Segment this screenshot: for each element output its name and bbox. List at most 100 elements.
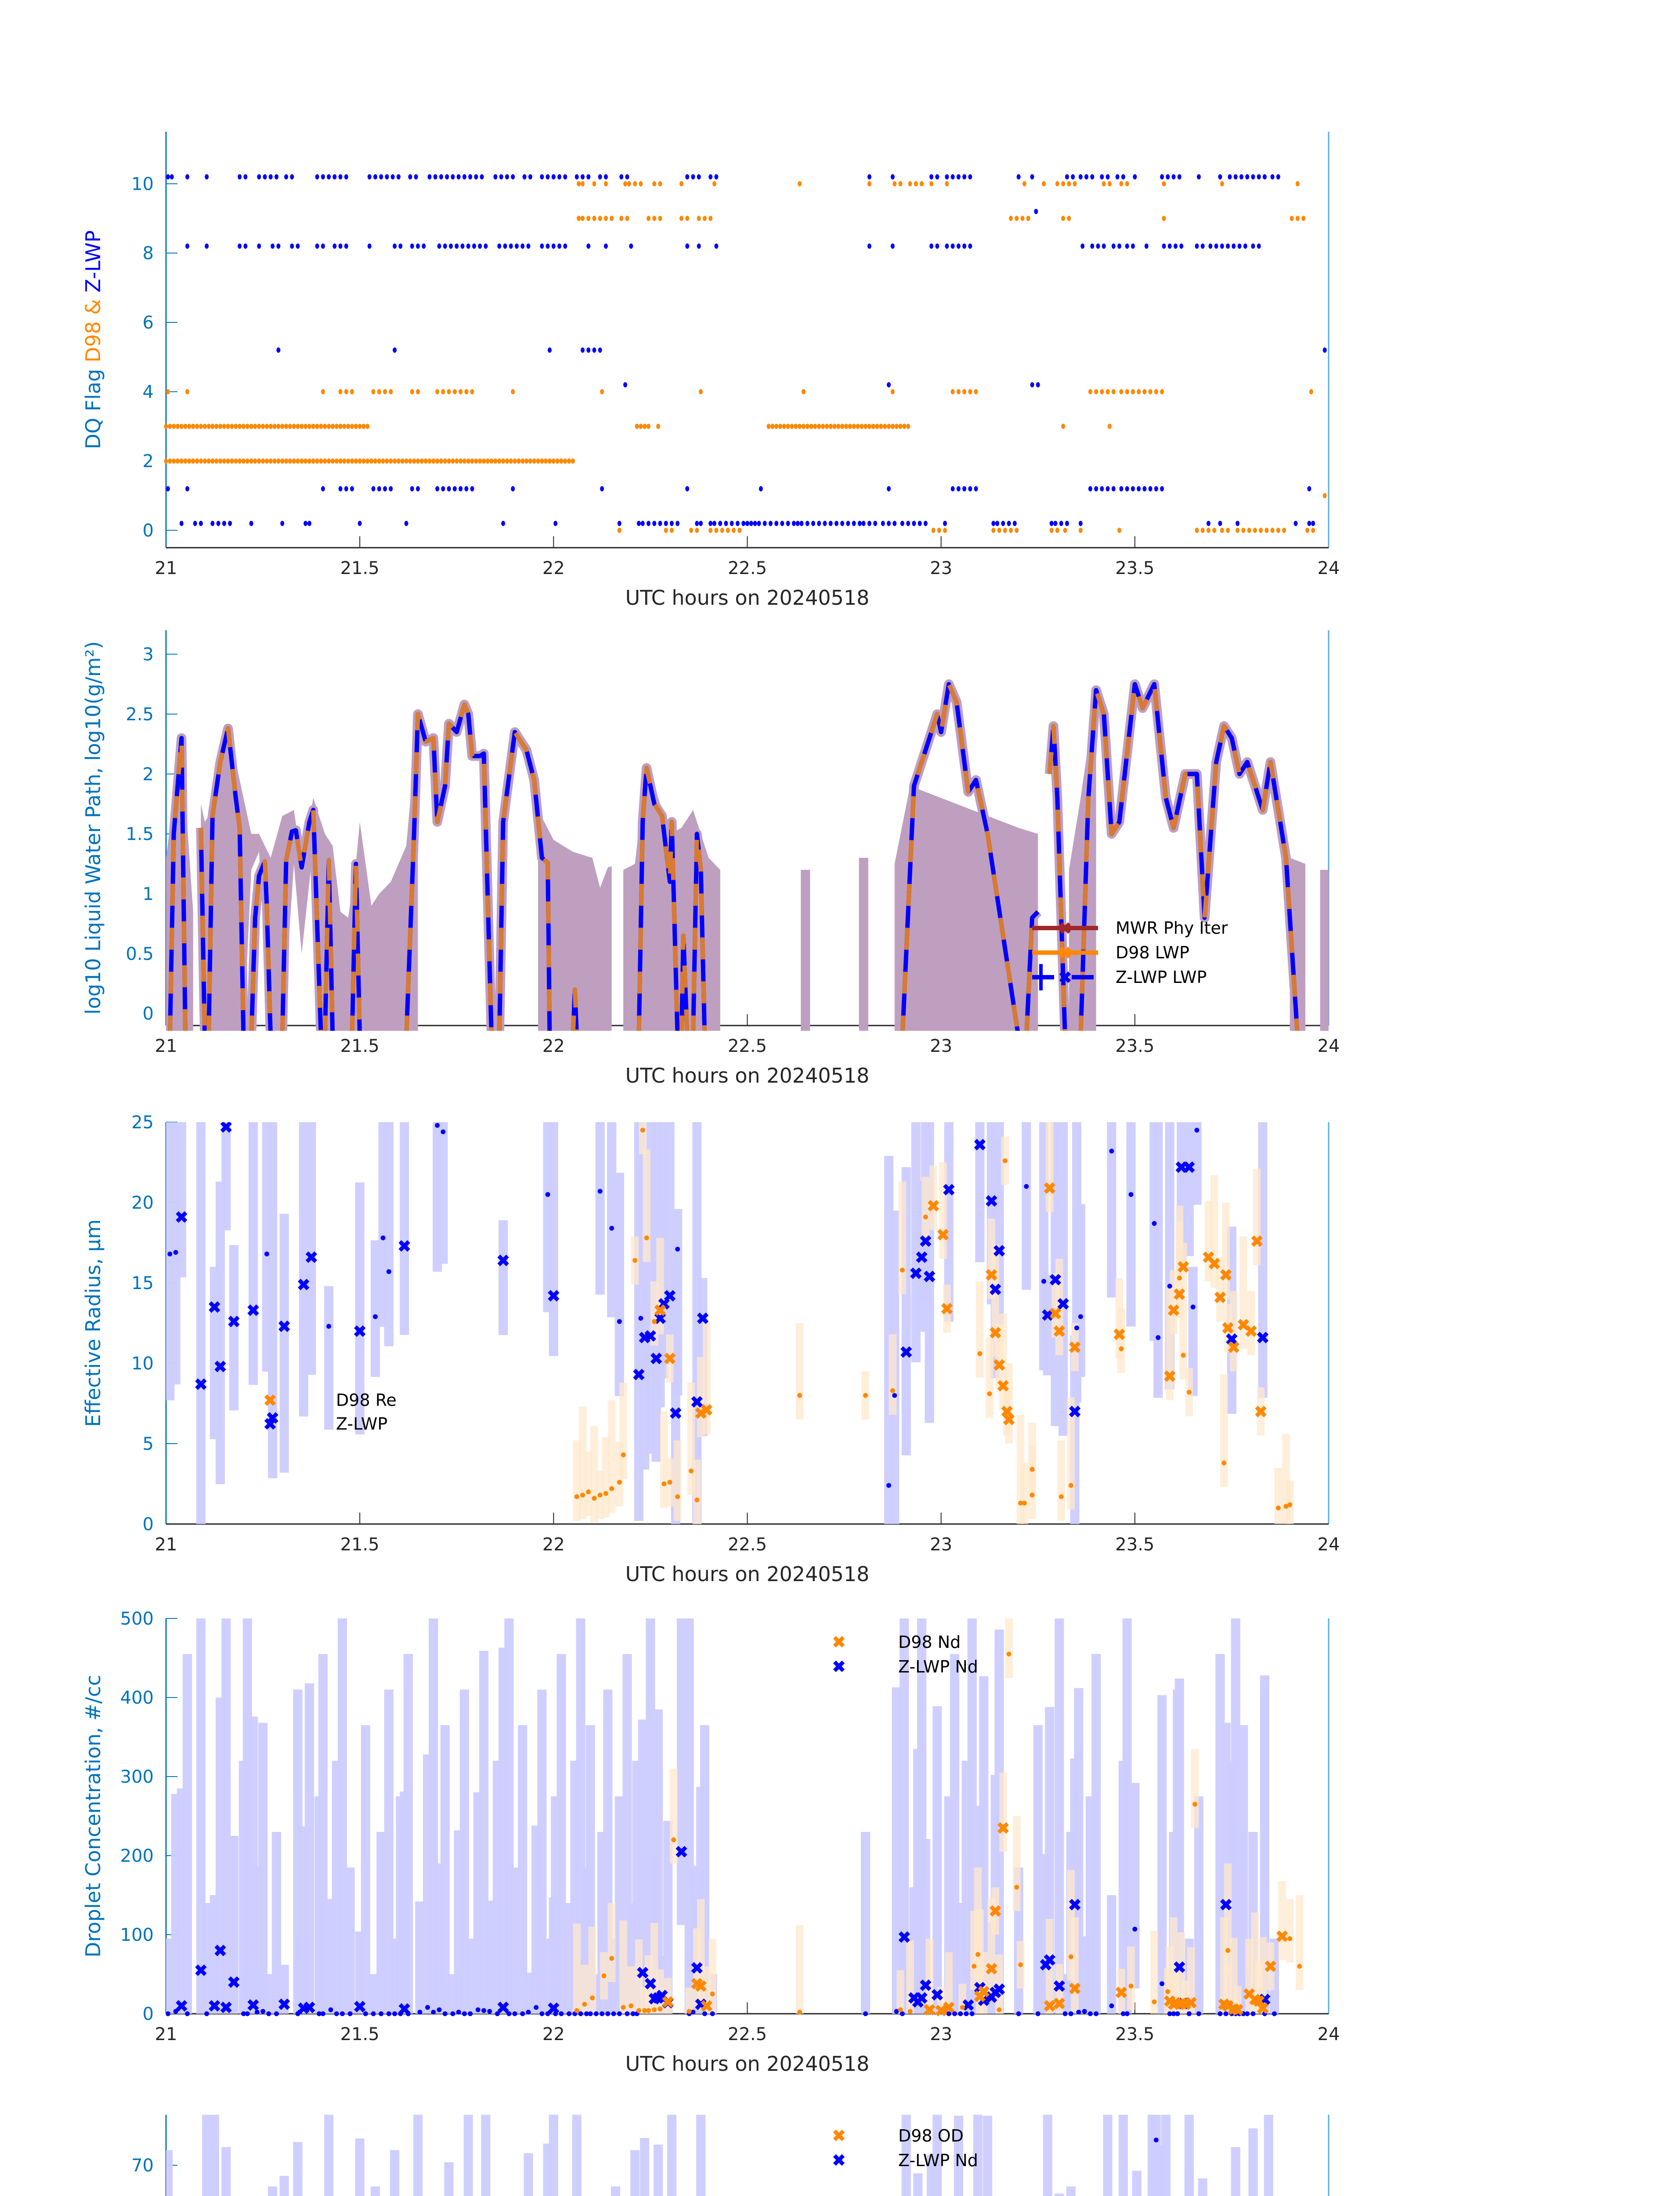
flag-point [342,458,347,464]
x-tick-label: 23.5 [1115,2024,1154,2044]
data-point-dot [1128,1983,1134,1989]
data-point-dot [621,1452,626,1458]
flag-point [603,181,608,187]
data-point-dot [863,2011,868,2016]
flag-point [478,243,482,249]
y-axis-label: Effective Radius, μm [81,1219,105,1427]
flag-point [592,347,596,353]
flag-point [264,423,269,429]
flag-point [1026,216,1030,221]
y-tick-label: 25 [131,1112,154,1133]
z-lwp-uncertainty-band [1198,2178,1207,2196]
flag-point [354,423,358,429]
flag-point [995,520,1000,526]
data-point-dot [1153,2138,1159,2142]
flag-point [1015,527,1019,533]
data-point-x [697,1312,709,1324]
data-point-dot [997,2007,1002,2012]
data-point-dot [1018,1962,1023,1967]
flag-point [296,243,300,249]
data-point-dot [1120,2011,1126,2016]
d98-lwp-line [636,766,680,1031]
z-lwp-uncertainty-band [543,1939,553,2014]
flag-point [276,458,281,464]
flag-point [881,520,885,526]
flag-point [557,243,562,249]
data-point-dot [640,1127,645,1133]
flag-point [619,216,624,221]
z-lwp-uncertainty-band [1132,2171,1142,2196]
data-point-dot [894,2009,899,2014]
data-point-x [644,1330,657,1342]
flag-point [1206,520,1210,526]
flag-point [1154,389,1158,394]
flag-point [867,423,871,429]
data-point-x [943,1184,955,1196]
data-point-dot [274,2011,279,2016]
flag-point [311,423,315,429]
data-point-x [691,1396,703,1408]
data-point-x [924,2004,936,2016]
z-lwp-uncertainty-band [901,2115,911,2196]
d98-lwp-line [280,808,323,1031]
d98-uncertainty-band [1296,1895,1304,1990]
flag-point [249,520,253,526]
data-point-x [935,2005,947,2016]
x-tick-label: 21 [155,1535,177,1555]
flag-point [390,174,395,180]
flag-point [1115,174,1120,180]
d98-uncertainty-band [619,1382,627,1479]
data-point-dot [1177,1275,1182,1281]
z-lwp-uncertainty-band [861,1832,871,2014]
z-lwp-uncertainty-band [1091,1654,1101,2014]
flag-point [718,520,723,526]
data-point-x [1053,1997,1065,2009]
flag-point [166,486,170,491]
flag-point [791,520,796,526]
flag-point [195,423,199,429]
d98-uncertainty-band [1179,1299,1187,1380]
legend-label: Z-LWP LWP [1116,968,1207,987]
data-point-dot [431,2009,436,2015]
z-lwp-uncertainty-band [361,1725,370,2014]
flag-point [460,243,465,249]
flag-point [513,458,517,464]
flag-point [462,458,466,464]
flag-point [546,174,550,180]
data-point-x [398,1240,410,1252]
flag-point [497,458,502,464]
flag-point [389,389,393,394]
data-point-x [931,1989,943,2001]
flag-point [431,458,436,464]
flag-point [991,527,996,533]
flag-point [350,486,354,491]
flag-point [714,243,719,249]
data-point-dot [597,1188,603,1194]
d98-lwp-line [1047,724,1067,1031]
z-lwp-uncertainty-band [307,1122,316,1375]
data-point-dot [1132,1926,1138,1932]
flag-point [168,458,172,464]
flag-point [1088,389,1092,394]
od-plot-area [166,2115,1273,2196]
data-point-x [1253,1995,1265,2007]
flag-point [610,216,614,221]
flag-point [1307,520,1311,526]
flag-point [1290,216,1294,221]
flag-point [778,423,782,429]
data-point-dot [658,2006,663,2012]
data-point-dot [386,1269,391,1274]
flag-point [730,520,734,526]
z-lwp-uncertainty-band [499,1220,508,1335]
flag-point [379,174,383,180]
flag-point [1200,243,1205,249]
data-point-dot [1250,2011,1256,2016]
y-tick-label: 1.5 [126,824,154,845]
data-point-dot [592,1495,597,1501]
z-lwp-uncertainty-band [614,1173,624,1396]
x-tick-label: 22 [542,1036,565,1056]
flag-point [455,243,459,249]
d98-uncertainty-band [795,1925,804,2014]
flag-point [466,243,470,249]
